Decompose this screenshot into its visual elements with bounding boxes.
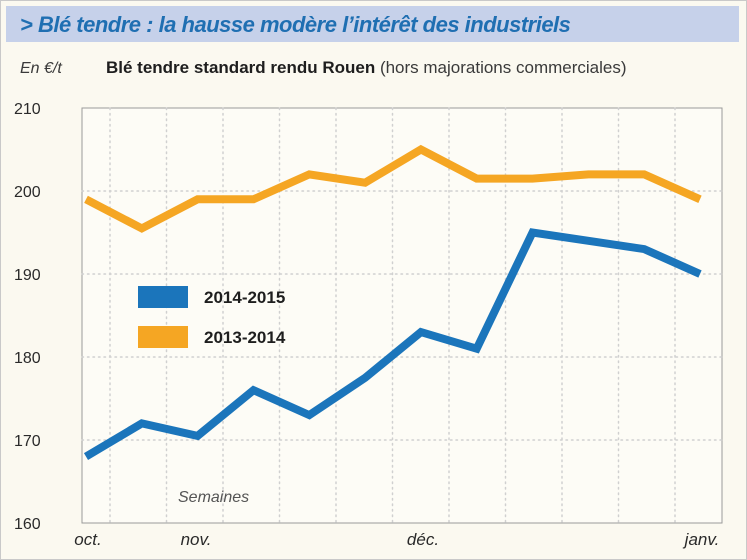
legend-swatch [138, 326, 188, 348]
series-lines [83, 144, 702, 461]
chart-headline: > Blé tendre : la hausse modère l’intérê… [20, 12, 571, 37]
plot-area [81, 107, 723, 524]
legend-label: 2014-2015 [204, 288, 285, 307]
grid [81, 107, 723, 524]
x-axis-label: Semaines [178, 489, 249, 506]
x-tick-label: déc. [407, 530, 439, 549]
y-tick-label: 180 [14, 350, 41, 367]
x-axis-ticks: oct. nov. déc. janv. [74, 530, 719, 549]
series-line-2014-2015 [83, 228, 702, 461]
chart-subtitle: Blé tendre standard rendu Rouen (hors ma… [106, 58, 627, 78]
legend-swatch [138, 286, 188, 308]
y-unit-label: En €/t [20, 60, 62, 77]
x-tick-label: oct. [74, 530, 101, 549]
y-tick-label: 160 [14, 516, 41, 533]
subtitle-main: Blé tendre standard rendu Rouen [106, 58, 376, 77]
x-tick-label: janv. [683, 530, 720, 549]
y-tick-label: 210 [14, 101, 41, 118]
y-tick-label: 170 [14, 433, 41, 450]
x-tick-label: nov. [181, 530, 212, 549]
y-axis-ticks: 160 170 180 190 200 210 [14, 101, 41, 533]
legend: 2014-2015 2013-2014 [138, 286, 286, 348]
series-line-2013-2014 [84, 144, 702, 233]
legend-label: 2013-2014 [204, 328, 286, 347]
subtitle-note: (hors majorations commerciales) [379, 58, 627, 77]
y-tick-label: 200 [14, 184, 41, 201]
y-tick-label: 190 [14, 267, 41, 284]
title-bar: > Blé tendre : la hausse modère l’intérê… [6, 6, 739, 42]
